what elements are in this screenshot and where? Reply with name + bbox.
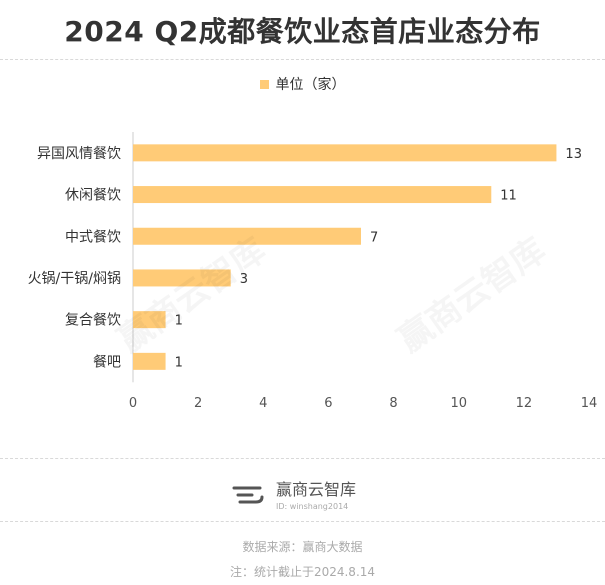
winshang-logo-icon [232, 486, 264, 503]
category-label: 休闲餐饮 [65, 188, 121, 204]
category-label: 餐吧 [93, 354, 121, 370]
footer-divider-bottom [0, 521, 605, 522]
category-label: 复合餐饮 [65, 312, 121, 329]
logo-name: 赢商云智库 [276, 480, 357, 499]
category-label: 异国风情餐饮 [37, 146, 121, 162]
x-tick-label: 12 [516, 396, 533, 411]
category-label: 中式餐饮 [65, 229, 121, 245]
x-tick-label: 2 [194, 396, 202, 411]
data-source: 数据来源：赢商大数据 [242, 540, 363, 554]
x-tick-label: 6 [324, 396, 332, 411]
title-divider [0, 59, 605, 60]
logo-id: ID: winshang2014 [276, 502, 349, 511]
x-tick-label: 10 [450, 396, 467, 411]
x-tick-label: 14 [581, 396, 598, 411]
data-note: 注：统计截止于2024.8.14 [229, 565, 376, 579]
x-tick-label: 0 [129, 396, 137, 411]
data-label: 1 [175, 314, 183, 329]
data-label: 7 [370, 230, 378, 245]
legend-label: 单位（家） [275, 77, 346, 93]
bar [133, 144, 557, 162]
bar [133, 311, 166, 329]
data-label: 11 [500, 189, 517, 204]
data-label: 1 [175, 355, 183, 370]
legend-swatch [259, 79, 269, 89]
chart-title: 2024 Q2成都餐饮业态首店业态分布 [64, 15, 541, 48]
category-label: 火锅/干锅/焖锅 [28, 271, 121, 287]
x-tick-label: 8 [389, 396, 397, 411]
x-tick-label: 4 [259, 396, 267, 411]
footer-divider-top [0, 458, 605, 459]
bar [133, 186, 492, 204]
bar [133, 352, 166, 370]
legend: 单位（家） [0, 74, 605, 94]
data-label: 3 [240, 272, 248, 287]
brand-logo: 赢商云智库 ID: winshang2014 [230, 476, 356, 511]
bar [133, 269, 231, 287]
bar [133, 227, 361, 245]
data-label: 13 [565, 147, 582, 162]
